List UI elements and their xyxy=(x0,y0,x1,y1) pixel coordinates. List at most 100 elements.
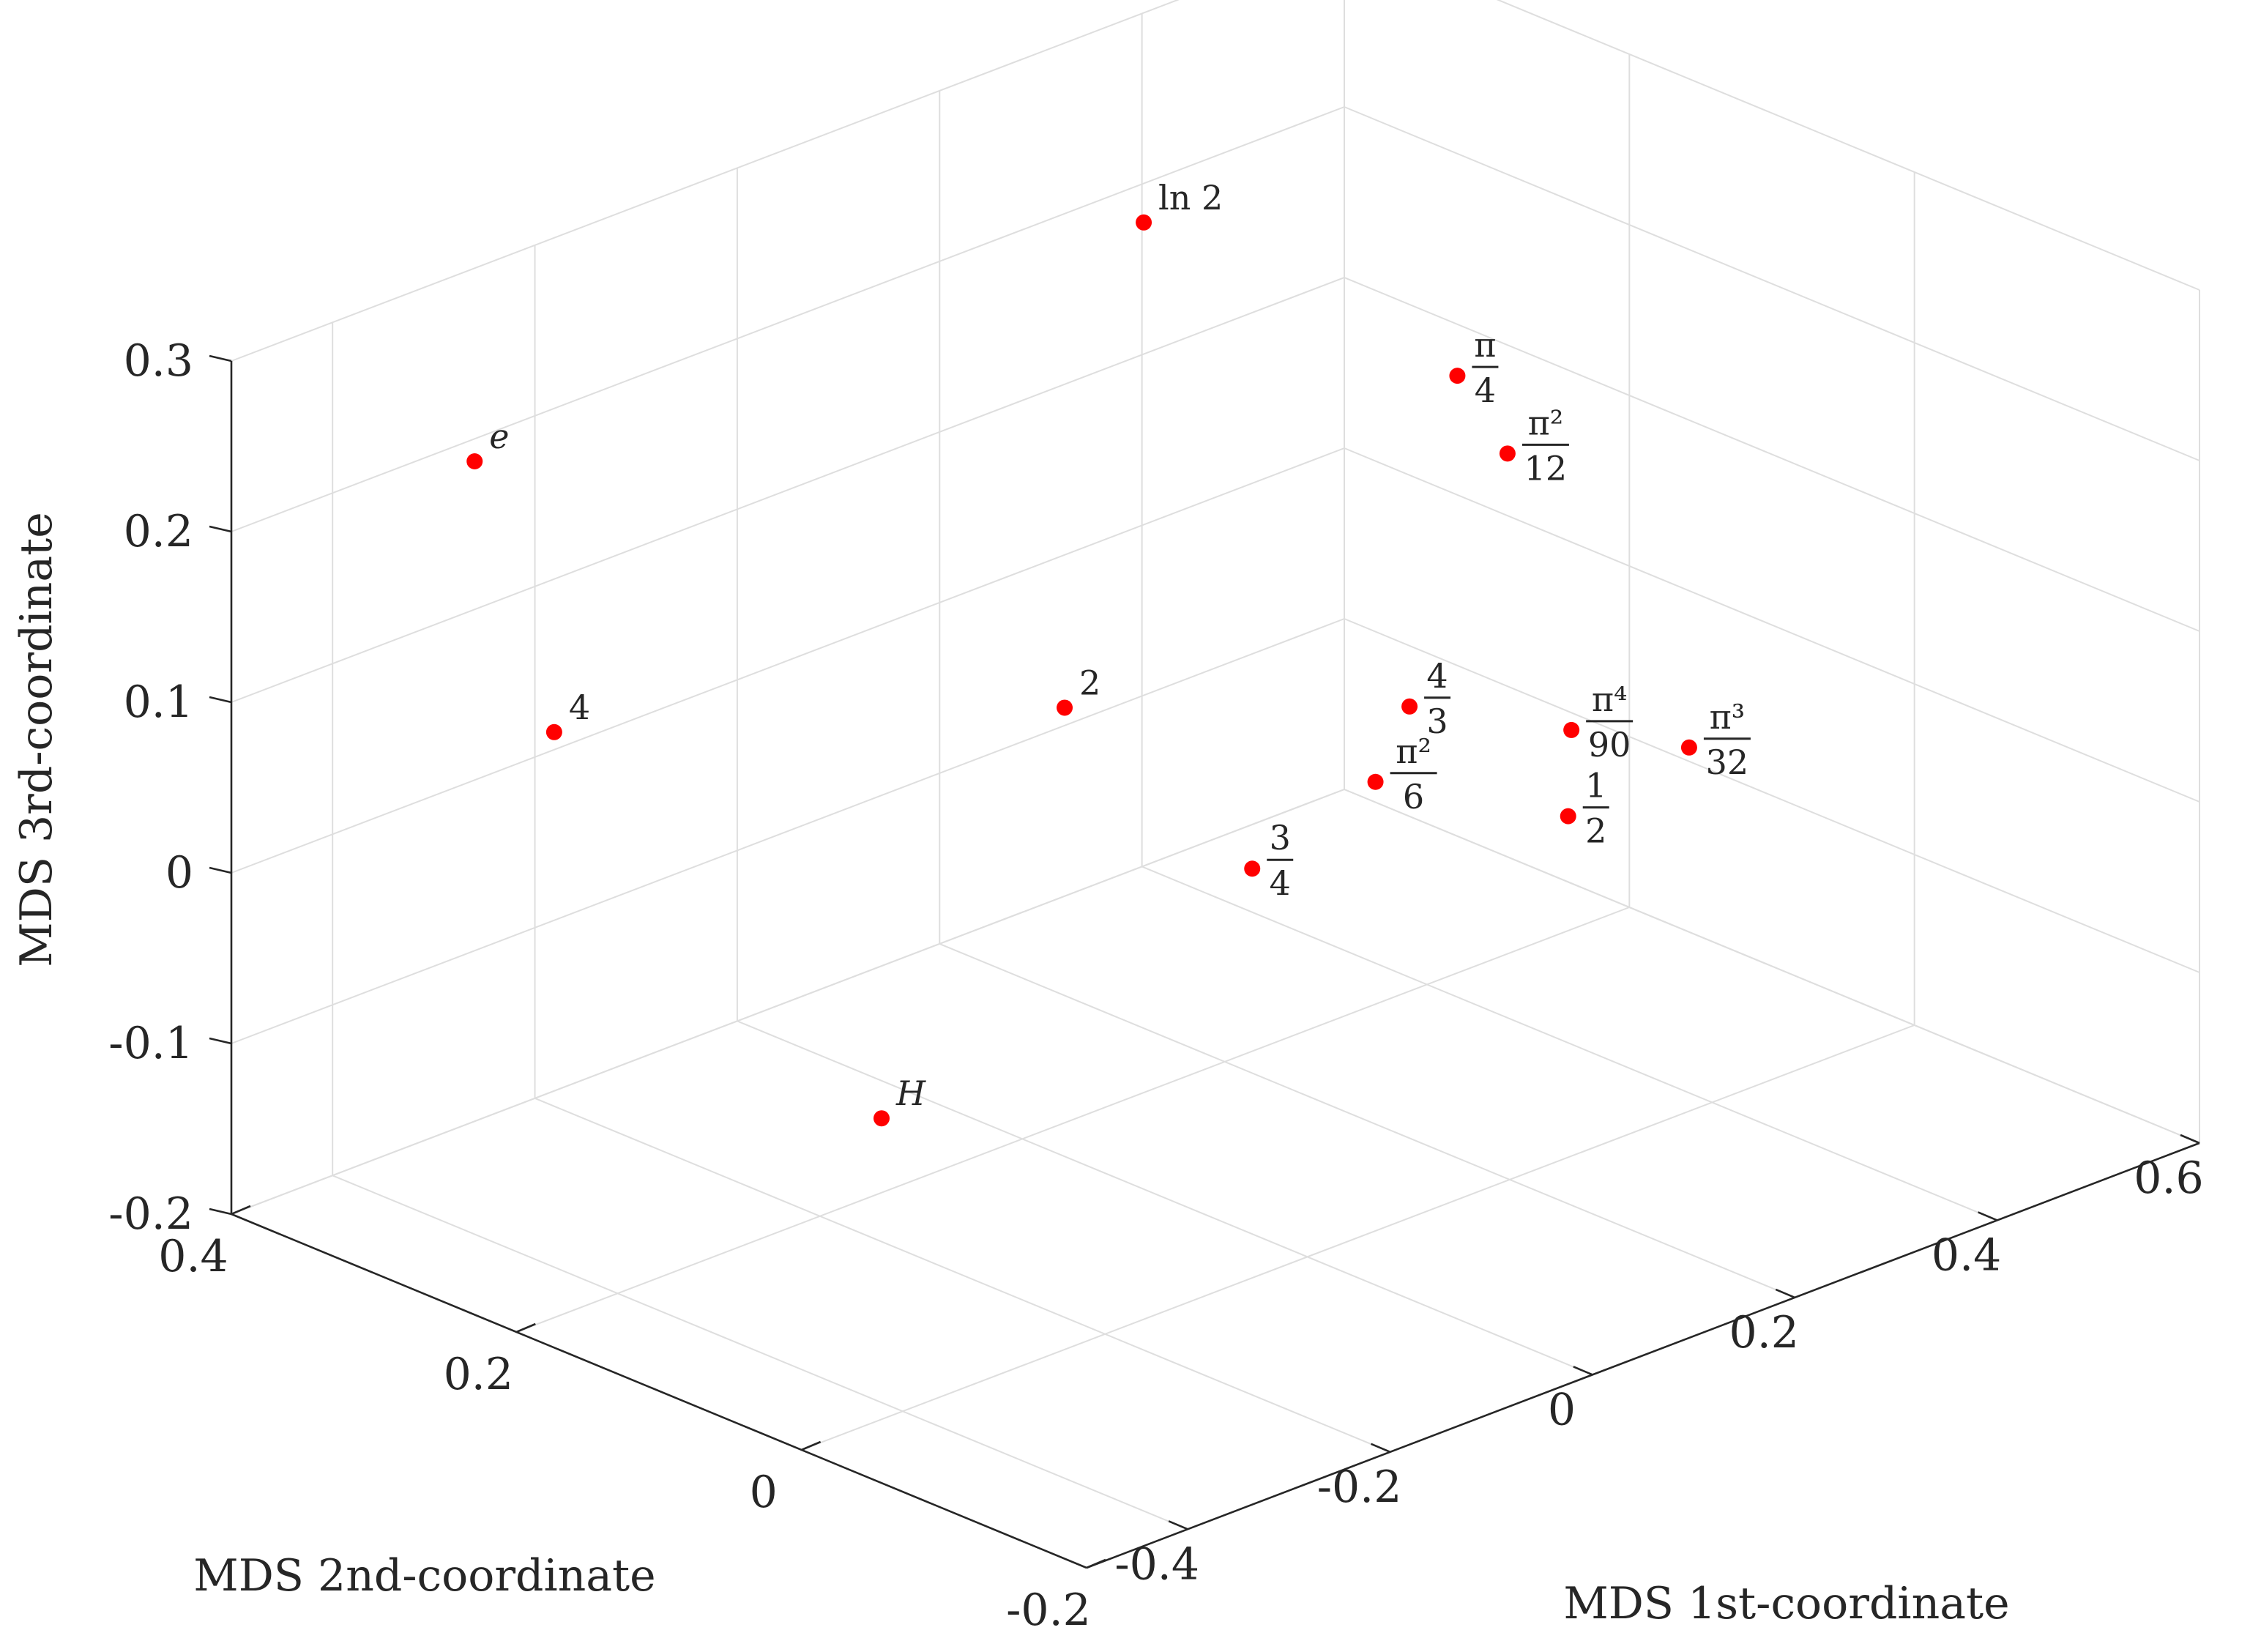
grid-line xyxy=(1141,866,1998,1221)
point-four xyxy=(545,723,562,740)
point-three-quarters xyxy=(1244,860,1261,877)
z-tick-mark xyxy=(209,1037,232,1045)
grid-line xyxy=(939,942,1795,1298)
x-tick-mark xyxy=(1371,1443,1391,1454)
point-label-numerator: π² xyxy=(1396,732,1431,771)
point-label-denominator: 32 xyxy=(1706,743,1749,782)
y-tick-label: 0.4 xyxy=(158,1231,228,1282)
z-tick-mark xyxy=(209,696,232,704)
x-tick-mark xyxy=(1573,1366,1593,1376)
grid-line xyxy=(231,789,1345,1215)
point-label-one-half: 12 xyxy=(1582,766,1609,851)
z-tick-label: 0.3 xyxy=(124,335,193,387)
y-tick-mark xyxy=(231,1205,251,1216)
point-label-e: e xyxy=(489,417,509,456)
point-label-denominator: 6 xyxy=(1403,777,1424,816)
point-pi3-over-32 xyxy=(1680,739,1697,756)
point-label-pi2-over-6: π² 6 xyxy=(1390,732,1437,816)
z-axis-title: MDS 3rd-coordinate xyxy=(11,512,62,967)
point-label-numerator: 1 xyxy=(1585,766,1606,805)
point-label-denominator: 4 xyxy=(1270,863,1291,903)
point-label-pi2-over-12: π² 12 xyxy=(1521,403,1569,488)
point-label-numerator: 4 xyxy=(1426,656,1448,696)
point-label-ln2: ln 2 xyxy=(1158,178,1223,217)
z-tick-label: 0.1 xyxy=(124,677,193,728)
point-label-numerator: π³ xyxy=(1710,697,1746,737)
grid-line xyxy=(515,907,1630,1333)
point-label-denominator: 2 xyxy=(1585,811,1606,851)
point-label-numerator: π⁴ xyxy=(1592,680,1628,719)
z-tick-mark xyxy=(209,1208,232,1216)
x-tick-label: 0.6 xyxy=(2134,1153,2203,1204)
point-layer xyxy=(466,214,1697,1127)
point-pi4-over-90 xyxy=(1563,721,1580,738)
point-label-denominator: 12 xyxy=(1524,448,1568,488)
point-label-numerator: π xyxy=(1474,325,1496,365)
z-tick-label: -0.2 xyxy=(108,1188,193,1240)
point-label-numerator: π² xyxy=(1528,403,1564,442)
point-label-three-quarters: 34 xyxy=(1267,818,1294,903)
axis-layer: -0.4-0.200.20.40.6-0.200.20.4-0.2-0.100.… xyxy=(11,335,2204,1636)
point-label-H: H xyxy=(895,1074,926,1113)
grid-line xyxy=(231,618,1345,1044)
z-tick-label: 0 xyxy=(165,847,193,898)
point-ln2 xyxy=(1136,214,1152,231)
point-label-four-thirds: 43 xyxy=(1424,656,1451,741)
grid-layer xyxy=(231,0,2200,1569)
grid-line xyxy=(231,0,1180,362)
z-tick-label: 0.2 xyxy=(124,506,193,557)
y-tick-label: -0.2 xyxy=(1006,1585,1091,1636)
grid-line xyxy=(1344,447,2200,803)
point-pi2-over-6 xyxy=(1367,773,1384,790)
x-tick-mark xyxy=(1775,1288,1795,1299)
point-label-denominator: 3 xyxy=(1426,702,1448,741)
x-tick-label: 0 xyxy=(1548,1384,1576,1435)
grid-line xyxy=(1344,618,2200,973)
grid-line xyxy=(1344,789,2200,1144)
point-two xyxy=(1057,699,1073,716)
z-tick-label: -0.1 xyxy=(108,1018,193,1069)
point-H xyxy=(874,1110,890,1127)
grid-line xyxy=(231,277,1345,703)
y-tick-mark xyxy=(1086,1558,1106,1569)
y-axis-line xyxy=(231,1213,1087,1569)
x-tick-label: -0.4 xyxy=(1114,1538,1199,1590)
x-tick-mark xyxy=(1978,1211,1998,1221)
point-pi2-over-12 xyxy=(1499,445,1516,462)
x-axis-title: MDS 1st-coordinate xyxy=(1563,1578,2009,1629)
grid-line xyxy=(801,1024,1915,1451)
x-tick-mark xyxy=(1168,1520,1188,1530)
point-label-denominator: 4 xyxy=(1475,371,1496,410)
grid-line xyxy=(231,447,1345,874)
grid-line xyxy=(737,1020,1593,1376)
point-e xyxy=(466,453,483,470)
x-axis-line xyxy=(1086,1142,2200,1569)
z-tick-mark xyxy=(209,525,232,533)
point-label-four: 4 xyxy=(569,688,590,727)
grid-line xyxy=(1344,106,2200,461)
y-tick-label: 0 xyxy=(750,1467,778,1518)
grid-line xyxy=(534,1097,1390,1453)
grid-line xyxy=(1496,0,2200,291)
point-label-two: 2 xyxy=(1079,663,1100,702)
point-label-denominator: 90 xyxy=(1588,725,1631,764)
x-tick-mark xyxy=(2180,1134,2200,1145)
y-tick-label: 0.2 xyxy=(444,1349,513,1400)
z-tick-mark xyxy=(209,354,232,362)
point-label-pi4-over-90: π⁴ 90 xyxy=(1586,680,1634,764)
x-tick-label: -0.2 xyxy=(1317,1462,1402,1513)
point-label-pi3-over-32: π³ 32 xyxy=(1703,697,1751,782)
y-axis-title: MDS 2nd-coordinate xyxy=(193,1550,655,1601)
y-tick-mark xyxy=(801,1440,822,1451)
point-label-numerator: 3 xyxy=(1270,818,1291,857)
grid-line xyxy=(231,106,1345,532)
grid-line xyxy=(1344,277,2200,632)
point-four-thirds xyxy=(1401,698,1418,715)
x-tick-label: 0.2 xyxy=(1729,1307,1799,1358)
z-tick-mark xyxy=(209,866,232,874)
point-pi-over-4 xyxy=(1449,368,1466,384)
y-tick-mark xyxy=(515,1322,536,1333)
point-label-pi-over-4: π4 xyxy=(1472,325,1499,410)
